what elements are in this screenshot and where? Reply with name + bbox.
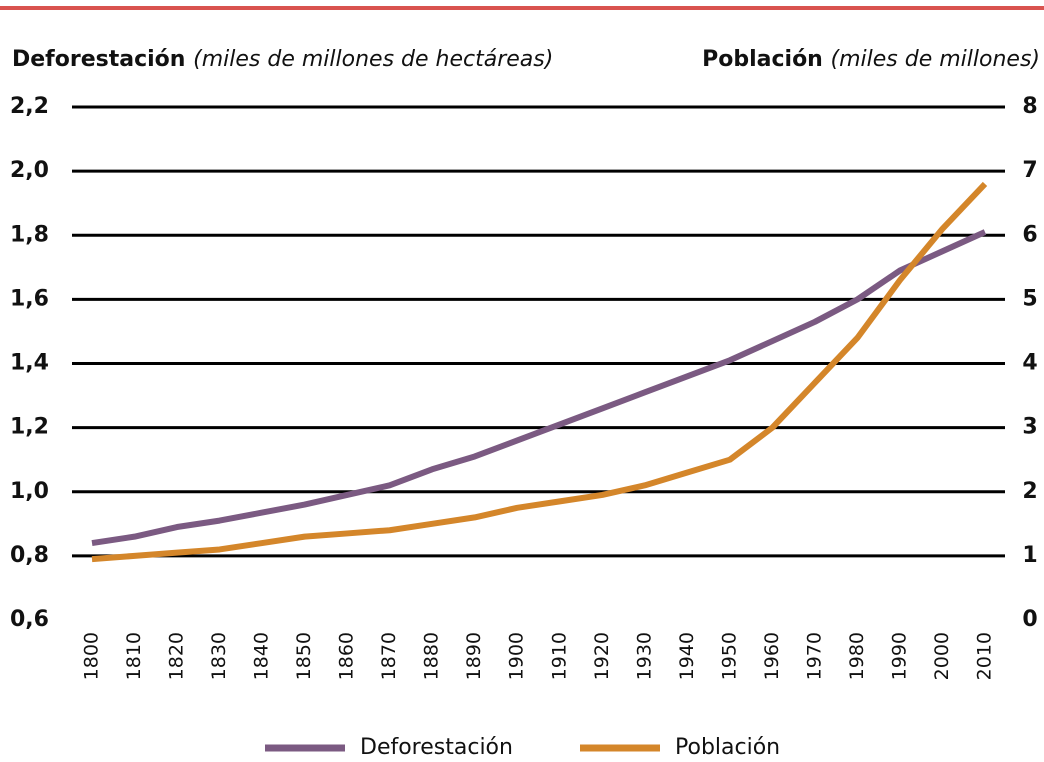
x-tick-label: 1880: [421, 632, 443, 680]
y-tick-label: 0,6: [10, 607, 49, 632]
y2-tick-label: 7: [1022, 158, 1037, 183]
y-axis-unit: (miles de millones de hectáreas): [193, 47, 553, 72]
x-tick-label: 2000: [931, 632, 953, 680]
series-line: [91, 229, 987, 547]
y-tick-label: 2,0: [10, 158, 49, 183]
series-line: [91, 181, 988, 563]
x-tick-label: 1920: [591, 632, 613, 680]
top-rule: [0, 6, 1044, 10]
x-tick-label: 1970: [803, 632, 825, 680]
y2-tick-label: 1: [1022, 543, 1037, 568]
x-tick-label: 1870: [378, 632, 400, 680]
y2-tick-label: 2: [1022, 479, 1037, 504]
y-tick-label: 1,6: [10, 286, 49, 311]
y2-axis-name: Población: [702, 47, 823, 72]
y2-tick-label: 3: [1022, 415, 1037, 440]
x-tick-label: 1860: [336, 632, 358, 680]
y-tick-label: 1,4: [10, 351, 49, 376]
y2-tick-label: 6: [1022, 222, 1037, 247]
y2-tick-label: 4: [1022, 351, 1037, 376]
y-axis-name: Deforestación: [12, 47, 185, 72]
y-tick-label: 1,8: [10, 222, 49, 247]
x-tick-label: 1950: [718, 632, 740, 680]
x-tick-label: 1910: [548, 632, 570, 680]
x-tick-label: 1890: [463, 632, 485, 680]
x-tick-label: 1980: [846, 632, 868, 680]
y-tick-label: 1,0: [10, 479, 49, 504]
y2-tick-label: 0: [1022, 607, 1037, 632]
y-axis-title: Deforestación (miles de millones de hect…: [12, 47, 553, 72]
x-tick-label: 2010: [974, 632, 996, 680]
x-tick-label: 1940: [676, 632, 698, 680]
y2-axis-unit: (miles de millones): [831, 47, 1040, 72]
y2-tick-label: 5: [1022, 286, 1037, 311]
x-tick-label: 1820: [166, 632, 188, 680]
x-tick-label: 1840: [251, 632, 273, 680]
y-tick-label: 2,2: [10, 94, 49, 119]
y2-axis-title: Población (miles de millones): [702, 47, 1040, 72]
x-tick-label: 1830: [208, 632, 230, 680]
x-tick-label: 1850: [293, 632, 315, 680]
y-tick-label: 1,2: [10, 415, 49, 440]
legend-label: Población: [675, 735, 780, 760]
x-tick-label: 1800: [81, 632, 103, 680]
legend-label: Deforestación: [360, 735, 513, 760]
y2-tick-label: 8: [1022, 94, 1037, 119]
y-tick-label: 0,8: [10, 543, 49, 568]
x-tick-label: 1900: [506, 632, 528, 680]
x-tick-label: 1930: [633, 632, 655, 680]
x-tick-label: 1960: [761, 632, 783, 680]
x-tick-label: 1810: [123, 632, 145, 680]
x-tick-label: 1990: [888, 632, 910, 680]
